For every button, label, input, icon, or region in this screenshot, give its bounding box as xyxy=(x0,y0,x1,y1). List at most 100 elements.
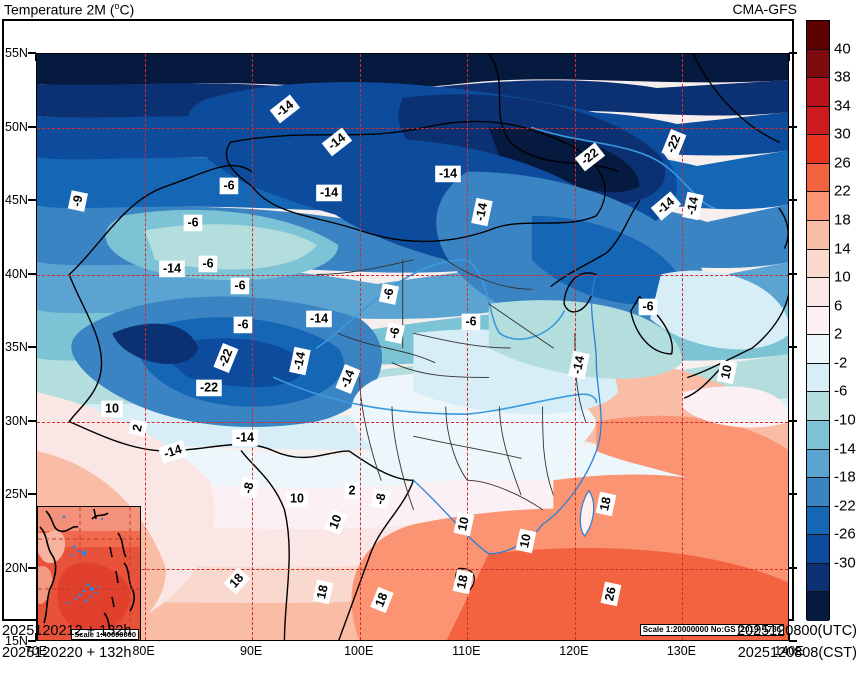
contour-label: -6 xyxy=(184,215,202,231)
lat-tick xyxy=(789,493,797,495)
colorbar-tick-label: 40 xyxy=(834,40,851,58)
colorbar-segment xyxy=(807,106,829,136)
plot-frame: 55N 50N 45N 40N 35N 30N 25N 20N 15N 70E 80E 90E 100E… xyxy=(2,19,804,658)
lon-tick-label: 140E xyxy=(774,644,804,658)
contour-label: -6 xyxy=(462,314,480,330)
graticule-lon-line xyxy=(467,54,469,640)
colorbar-tick-label: -2 xyxy=(834,354,848,372)
lat-tick-label: 35N xyxy=(5,340,28,354)
lon-tick-label: 100E xyxy=(344,644,374,658)
lat-tick xyxy=(789,640,797,642)
colorbar-tick-label: -10 xyxy=(834,411,856,429)
colorbar-segment xyxy=(807,449,829,479)
lat-tick xyxy=(28,52,36,54)
lat-tick xyxy=(28,493,36,495)
colorbar-segment xyxy=(807,592,829,621)
footer-valid-cst: 2025120808(CST) xyxy=(737,645,857,661)
colorbar-tick-label: 2 xyxy=(834,325,843,343)
lon-tick-label: 80E xyxy=(132,644,155,658)
colorbar-segment xyxy=(807,535,829,564)
lat-tick xyxy=(28,199,36,201)
map-frame[interactable]: -14 -14 -22 -22 -9 -6 -14 -14 -14 -14 -14 -6 -14 -6 -1… xyxy=(36,53,789,641)
contour-label: -22 xyxy=(196,380,222,396)
lat-tick xyxy=(28,346,36,348)
inset-scale-label: Scale 1:40000000 xyxy=(71,628,139,640)
lon-tick-label: 90E xyxy=(240,644,263,658)
colorbar-segment xyxy=(807,21,829,50)
colorbar-segment xyxy=(807,249,829,279)
colorbar-segment xyxy=(807,135,829,164)
colorbar-segment xyxy=(807,392,829,421)
footer-init-utc: 2025120212 + 132h xyxy=(2,623,132,639)
contour-label: 10 xyxy=(287,491,307,507)
footer-valid-utc: 2025120800(UTC) xyxy=(736,623,857,639)
model-name-label: CMA-GFS xyxy=(732,1,797,17)
lat-tick-label: 55N xyxy=(5,46,28,60)
colorbar-segment xyxy=(807,278,829,307)
degree-symbol: o xyxy=(114,1,120,11)
page-title: Temperature 2M (oC) xyxy=(4,1,135,18)
colorbar-segment xyxy=(807,221,829,250)
graticule-lat-line xyxy=(37,127,788,129)
contour-label: -14 xyxy=(159,261,185,277)
contour-label: -6 xyxy=(220,178,238,194)
lon-tick-label: 70E xyxy=(24,644,48,658)
lat-tick xyxy=(28,125,36,128)
colorbar-tick-label: 34 xyxy=(834,97,851,115)
colorbar-tick-label: 22 xyxy=(834,182,851,200)
lat-tick xyxy=(789,566,797,569)
graticule-lon-line xyxy=(252,54,254,640)
contour-label: -14 xyxy=(435,166,461,182)
colorbar-tick-label: -18 xyxy=(834,468,856,486)
lat-tick-label: 15N xyxy=(5,634,28,648)
lat-tick-label: 25N xyxy=(5,487,28,501)
colorbar-tick-label: 14 xyxy=(834,240,851,258)
colorbar-tick-label: -6 xyxy=(834,382,848,400)
lon-tick xyxy=(788,633,790,641)
lat-tick xyxy=(28,419,36,422)
graticule-lon-line xyxy=(359,54,361,640)
temperature-colorbar[interactable] xyxy=(806,20,830,621)
colorbar-tick-label: 26 xyxy=(834,154,851,172)
lat-tick xyxy=(789,419,797,422)
colorbar-tick-label: 30 xyxy=(834,125,851,143)
graticule-lon-line xyxy=(574,54,576,640)
colorbar-segment xyxy=(807,421,829,450)
colorbar-tick-label: -30 xyxy=(834,554,856,572)
contour-label: 10 xyxy=(102,401,122,417)
graticule-lat-line xyxy=(37,274,788,276)
lat-tick-label: 45N xyxy=(5,193,28,207)
graticule-lon-line xyxy=(144,54,146,640)
colorbar-tick-label: 6 xyxy=(834,297,843,315)
contour-label: 2 xyxy=(129,420,147,436)
lat-tick-label: 30N xyxy=(5,413,28,428)
footer-init-cst: 2025120220 + 132h xyxy=(2,645,132,661)
contour-label: -6 xyxy=(639,299,657,315)
map-scale-label: Scale 1:20000000 No:GS (2019) 1786 xyxy=(639,624,784,636)
contour-label: -6 xyxy=(234,317,252,333)
lat-tick xyxy=(789,199,797,201)
colorbar-segment xyxy=(807,563,829,593)
colorbar-segment xyxy=(807,78,829,107)
lat-tick-label: 20N xyxy=(5,560,28,575)
lon-tick-label: 120E xyxy=(559,644,589,658)
contour-label: -6 xyxy=(231,278,249,294)
colorbar-segment xyxy=(807,335,829,364)
colorbar-segment xyxy=(807,363,829,393)
lat-tick-label: 40N xyxy=(5,266,28,281)
colorbar-tick-label: -22 xyxy=(834,497,856,515)
graticule-lon-line xyxy=(682,54,684,640)
lat-tick-label: 50N xyxy=(5,119,28,134)
lat-tick xyxy=(789,52,797,54)
map-field-svg xyxy=(37,54,788,640)
contour-label: -14 xyxy=(232,430,258,446)
colorbar-segment xyxy=(807,163,829,193)
colorbar-tick-label: 38 xyxy=(834,68,851,86)
colorbar-tick-label: -26 xyxy=(834,525,856,543)
lat-tick xyxy=(28,566,36,569)
lat-tick xyxy=(789,125,797,128)
graticule-lat-line xyxy=(37,568,788,570)
map-canvas[interactable]: -14 -14 -22 -22 -9 -6 -14 -14 -14 -14 -14 -6 -14 -6 -1… xyxy=(37,54,788,640)
south-china-sea-inset-map[interactable]: Scale 1:40000000 xyxy=(37,506,141,640)
